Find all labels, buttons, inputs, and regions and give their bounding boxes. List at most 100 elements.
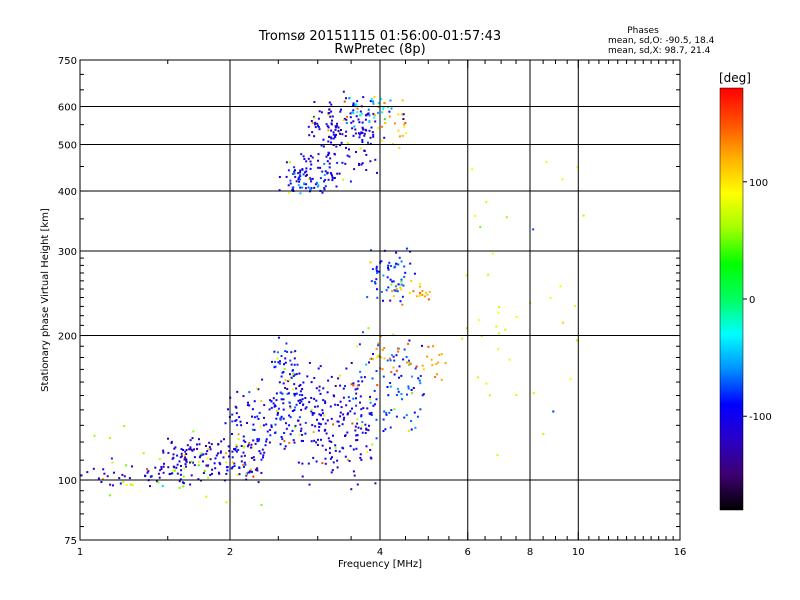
- data-point: [357, 118, 360, 121]
- data-point: [314, 405, 317, 408]
- colorbar-tick-label: 0: [749, 295, 755, 306]
- data-point: [412, 290, 415, 293]
- data-point: [410, 420, 413, 422]
- data-point: [377, 127, 379, 130]
- data-point: [366, 113, 369, 115]
- data-point: [328, 162, 331, 165]
- data-point: [189, 461, 191, 464]
- data-point: [299, 423, 302, 426]
- data-point: [174, 446, 177, 449]
- data-point: [369, 401, 372, 404]
- data-point: [144, 474, 146, 477]
- data-point: [243, 445, 246, 448]
- data-point: [371, 100, 374, 103]
- data-point: [284, 386, 287, 389]
- data-point: [339, 415, 342, 418]
- data-point: [310, 381, 313, 384]
- data-point: [403, 123, 406, 126]
- data-point: [355, 151, 357, 153]
- data-point: [203, 470, 206, 473]
- data-point: [351, 407, 353, 410]
- data-point: [289, 406, 292, 409]
- data-point: [353, 412, 356, 415]
- data-point: [345, 122, 348, 124]
- data-point: [400, 278, 403, 281]
- data-point: [344, 385, 346, 387]
- data-point: [315, 460, 318, 463]
- data-point: [348, 155, 351, 158]
- data-point: [274, 431, 277, 434]
- data-point: [329, 457, 332, 460]
- data-point: [234, 405, 237, 408]
- data-point: [285, 175, 288, 178]
- data-point: [306, 375, 309, 378]
- data-point: [308, 401, 311, 404]
- data-point: [329, 172, 332, 175]
- data-point: [278, 381, 281, 384]
- data-point: [322, 399, 325, 402]
- data-point: [392, 280, 395, 283]
- data-point: [299, 178, 301, 181]
- data-point: [354, 388, 357, 391]
- data-point: [356, 434, 359, 437]
- data-point: [403, 416, 406, 419]
- data-point: [401, 398, 403, 401]
- data-point: [338, 172, 341, 175]
- data-point: [389, 385, 392, 388]
- data-point: [350, 383, 353, 386]
- data-point: [313, 186, 316, 189]
- data-point: [283, 447, 286, 450]
- data-point: [308, 483, 311, 486]
- data-point: [387, 106, 389, 109]
- stats-line-x: mean, sd,X: 98.7, 21.4: [608, 46, 711, 56]
- data-point: [256, 467, 259, 470]
- data-point: [339, 132, 342, 135]
- data-point: [372, 404, 375, 407]
- data-point: [286, 350, 289, 353]
- data-point: [356, 111, 359, 114]
- data-point: [342, 90, 345, 93]
- data-point: [318, 110, 321, 113]
- data-point: [306, 173, 308, 176]
- data-point: [247, 471, 250, 474]
- data-point: [293, 172, 296, 175]
- data-point: [239, 420, 242, 423]
- data-point: [249, 469, 252, 472]
- data-point: [393, 373, 396, 376]
- cluster-f1-x: [369, 335, 447, 381]
- data-point: [559, 285, 562, 288]
- data-point: [293, 441, 296, 444]
- data-point: [125, 484, 128, 486]
- data-point: [375, 418, 378, 421]
- data-point: [370, 126, 373, 129]
- data-point: [293, 392, 296, 395]
- data-point: [365, 445, 368, 448]
- data-point: [369, 261, 372, 264]
- data-point: [383, 102, 386, 104]
- data-point: [184, 463, 187, 466]
- data-point: [352, 397, 355, 400]
- data-point: [398, 376, 400, 379]
- data-point: [515, 316, 518, 318]
- data-point: [192, 461, 194, 464]
- data-point: [287, 392, 290, 395]
- data-point: [328, 440, 331, 443]
- data-point: [421, 394, 424, 397]
- data-point: [240, 460, 243, 463]
- data-point: [322, 418, 324, 421]
- data-point: [324, 400, 327, 403]
- data-point: [190, 474, 193, 477]
- data-point: [408, 339, 411, 342]
- data-point: [372, 135, 375, 138]
- data-point: [377, 354, 380, 357]
- data-point: [324, 448, 327, 451]
- data-point: [307, 125, 310, 128]
- y-tick-label: 750: [58, 56, 77, 67]
- data-point: [422, 393, 425, 396]
- data-point: [319, 392, 322, 395]
- data-point: [508, 358, 511, 361]
- data-point: [425, 291, 427, 294]
- data-point: [227, 408, 229, 411]
- data-point: [323, 162, 326, 165]
- data-point: [311, 156, 314, 159]
